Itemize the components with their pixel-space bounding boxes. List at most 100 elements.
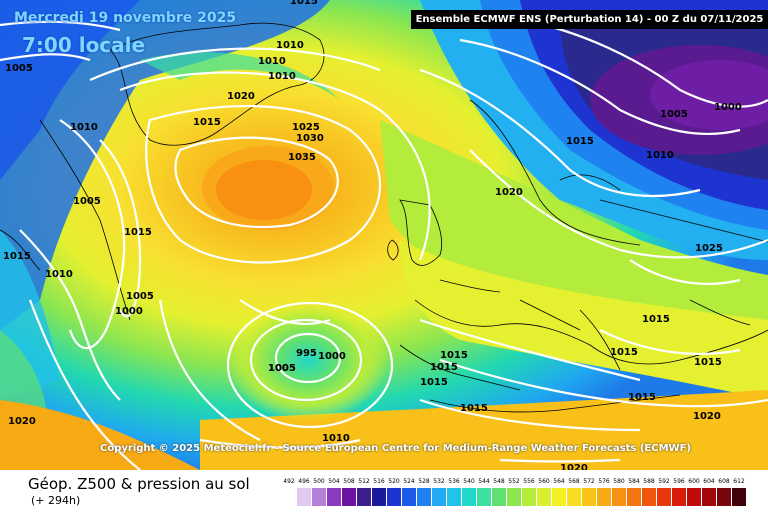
scale-tick-label: 568 [568, 478, 580, 485]
scale-swatch [492, 488, 506, 506]
isobar-label: 1025 [292, 122, 320, 133]
scale-swatch [567, 488, 581, 506]
isobar-label: 1000 [714, 102, 742, 113]
scale-swatch [627, 488, 641, 506]
scale-tick-label: 552 [508, 478, 520, 485]
scale-swatch [612, 488, 626, 506]
scale-swatch [312, 488, 326, 506]
scale-tick-label: 536 [448, 478, 460, 485]
scale-swatch [357, 488, 371, 506]
coastlines [0, 22, 768, 413]
south-orange-band [200, 390, 768, 470]
scale-swatch [702, 488, 716, 506]
scale-tick-label: 524 [403, 478, 415, 485]
isobar-label: 1005 [268, 363, 296, 374]
scale-swatch [522, 488, 536, 506]
scale-tick-label: 564 [553, 478, 565, 485]
scale-tick-label: 540 [463, 478, 475, 485]
scale-swatch [282, 488, 296, 506]
isobar-label: 1015 [628, 392, 656, 403]
scale-tick-label: 492 [283, 478, 295, 485]
isobar-label: 1015 [290, 0, 318, 7]
scale-tick-label: 560 [538, 478, 550, 485]
isobar-labels: 1015 1010 1010 1010 1005 1020 1010 1015 … [3, 0, 742, 470]
isobar-label: 1010 [276, 40, 304, 51]
scale-swatch [552, 488, 566, 506]
isobar-label: 1010 [322, 433, 350, 444]
scale-tick-label: 580 [613, 478, 625, 485]
isobar-label: 1010 [45, 269, 73, 280]
isobar-label: 1020 [227, 91, 255, 102]
isobar-label: 1005 [5, 63, 33, 74]
isobar-label: 1015 [694, 357, 722, 368]
scale-tick-label: 532 [433, 478, 445, 485]
isobar-label: 1005 [126, 291, 154, 302]
scale-swatch [327, 488, 341, 506]
isobar-label: 1005 [660, 109, 688, 120]
isobar-label: 1015 [642, 314, 670, 325]
scale-tick-label: 520 [388, 478, 400, 485]
copyright-notice: Copyright © 2025 Meteociel.fr - Source E… [100, 443, 691, 454]
isobar-label: 1020 [495, 187, 523, 198]
high-core-inner [216, 160, 312, 220]
scale-tick-label: 584 [628, 478, 640, 485]
color-scale-legend: 492 496 500 504 508 512 516 520 524 528 532 536 540 5… [282, 478, 752, 508]
scale-swatch [687, 488, 701, 506]
isobar-label: 1020 [560, 463, 588, 470]
lead-time: (+ 294h) [31, 494, 81, 507]
scale-swatch [417, 488, 431, 506]
scale-tick-label: 496 [298, 478, 310, 485]
isobar-label: 1000 [318, 351, 346, 362]
scale-swatch [297, 488, 311, 506]
scale-tick-label: 608 [718, 478, 730, 485]
scale-tick-label: 516 [373, 478, 385, 485]
ne-low-inner [650, 60, 768, 130]
europe-yellow-band [400, 240, 768, 400]
isobar-label: 1010 [70, 122, 98, 133]
scale-tick-label: 508 [343, 478, 355, 485]
scale-tick-label: 576 [598, 478, 610, 485]
scale-swatch [732, 488, 746, 506]
west-trough-field [0, 0, 330, 330]
nw-cold-field [0, 0, 140, 180]
sw-orange-band [0, 400, 200, 470]
scale-swatch [477, 488, 491, 506]
scale-swatch [447, 488, 461, 506]
isobar-label: 1020 [8, 416, 36, 427]
scale-swatch [507, 488, 521, 506]
scale-tick-label: 512 [358, 478, 370, 485]
scale-swatch [672, 488, 686, 506]
scale-tick-label: 500 [313, 478, 325, 485]
isobar-label: 1005 [268, 363, 296, 374]
scale-tick-label: 604 [703, 478, 715, 485]
chart-title: Géop. Z500 & pression au sol [28, 475, 250, 493]
scale-swatch [342, 488, 356, 506]
local-time: 7:00 locale [22, 33, 146, 57]
isobar-label: 1015 [610, 347, 638, 358]
model-title-banner: Ensemble ECMWF ENS (Perturbation 14) - 0… [411, 10, 768, 29]
scale-swatch [462, 488, 476, 506]
scale-tick-label: 572 [583, 478, 595, 485]
isobar-label: 1000 [115, 306, 143, 317]
isobar-label: 1010 [268, 71, 296, 82]
scale-tick-label: 596 [673, 478, 685, 485]
scale-swatch [432, 488, 446, 506]
isobar-label: 1005 [73, 196, 101, 207]
scale-swatch [537, 488, 551, 506]
scale-swatch [372, 488, 386, 506]
isobar-label: 995 [296, 348, 317, 359]
scale-swatch [582, 488, 596, 506]
scale-tick-label: 588 [643, 478, 655, 485]
scale-tick-label: 504 [328, 478, 340, 485]
cut-off-low-field [228, 298, 388, 422]
isobar-label: 1030 [296, 133, 324, 144]
isobar-label: 1020 [693, 411, 721, 422]
isobar-label: 1015 [124, 227, 152, 238]
isobar-label: 1015 [3, 251, 31, 262]
pressure-chart-map: 1015 1010 1010 1010 1005 1020 1010 1015 … [0, 0, 768, 470]
scale-swatch [657, 488, 671, 506]
scale-tick-label: 544 [478, 478, 490, 485]
scale-tick-label: 548 [493, 478, 505, 485]
isobar-label: 1015 [420, 377, 448, 388]
scale-swatch [642, 488, 656, 506]
